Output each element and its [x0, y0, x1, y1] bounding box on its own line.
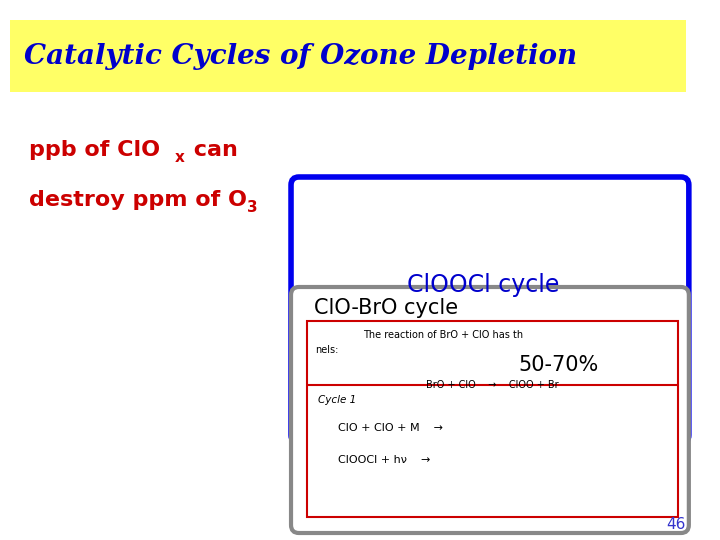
- FancyBboxPatch shape: [291, 177, 689, 443]
- Text: ClOOCl cycle: ClOOCl cycle: [407, 273, 559, 297]
- Text: The reaction of BrO + ClO has th: The reaction of BrO + ClO has th: [363, 330, 523, 340]
- Text: nels:: nels:: [315, 345, 339, 355]
- Text: x: x: [174, 151, 184, 165]
- FancyBboxPatch shape: [291, 287, 689, 533]
- Text: can: can: [186, 140, 238, 160]
- Text: destroy ppm of O: destroy ppm of O: [30, 190, 248, 210]
- Text: BrO + ClO    →    ClOO + Br: BrO + ClO → ClOO + Br: [426, 380, 558, 390]
- Text: 3: 3: [247, 200, 258, 215]
- Text: Catalytic Cycles of Ozone Depletion: Catalytic Cycles of Ozone Depletion: [24, 43, 577, 70]
- Text: ClOOCl + hν    →: ClOOCl + hν →: [338, 455, 431, 465]
- Text: Cycle 1: Cycle 1: [318, 395, 356, 405]
- FancyBboxPatch shape: [307, 321, 678, 517]
- Text: ClO-BrO cycle: ClO-BrO cycle: [313, 298, 458, 318]
- Text: 46: 46: [667, 517, 686, 532]
- Text: ppb of ClO: ppb of ClO: [30, 140, 161, 160]
- Text: ClO + ClO + M    →: ClO + ClO + M →: [338, 423, 443, 433]
- FancyBboxPatch shape: [10, 20, 686, 92]
- Text: 50-70%: 50-70%: [518, 355, 598, 375]
